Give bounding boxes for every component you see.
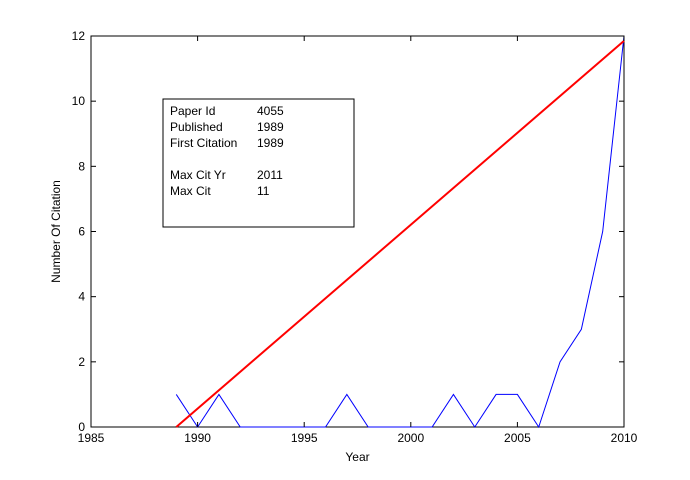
plot-frame [90,35,625,428]
y-tick-label: 4 [78,290,85,304]
y-tick-label: 8 [78,159,85,173]
info-label: Paper Id [170,104,215,118]
info-box-frame [162,98,355,228]
x-axis-title: Year [345,450,369,464]
x-tick-label: 1990 [184,431,211,445]
x-tick-label: 2010 [611,431,638,445]
y-tick-label: 12 [72,29,86,43]
x-tick-label: 2000 [397,431,424,445]
info-value: 2011 [257,168,283,182]
series-group [175,35,625,429]
info-value: 4055 [257,104,284,118]
info-value: 1989 [257,120,284,134]
info-value: 11 [257,184,270,198]
y-tick-label: 10 [72,94,86,108]
y-axis-title: Number Of Citation [49,180,63,283]
info-label: Max Cit Yr [170,168,226,182]
x-axis-ticks: 1985 1990 1995 2000 2005 2010 [78,36,638,445]
x-tick-label: 1995 [291,431,318,445]
y-tick-label: 6 [78,225,85,239]
y-tick-label: 2 [78,355,85,369]
info-value: 1989 [257,136,284,150]
citation-count-line [175,35,625,429]
x-tick-label: 2005 [504,431,531,445]
y-tick-label: 0 [78,420,85,434]
plot-area [90,35,625,428]
y-axis-ticks: 0 2 4 6 8 10 12 [72,29,624,434]
trend-line [175,40,625,428]
info-label: First Citation [170,136,237,150]
info-box: Paper Id 4055 Published 1989 First Citation 1… [162,98,355,228]
info-label: Published [170,120,223,134]
info-label: Max Cit [170,184,211,198]
x-tick-label: 1985 [78,431,105,445]
